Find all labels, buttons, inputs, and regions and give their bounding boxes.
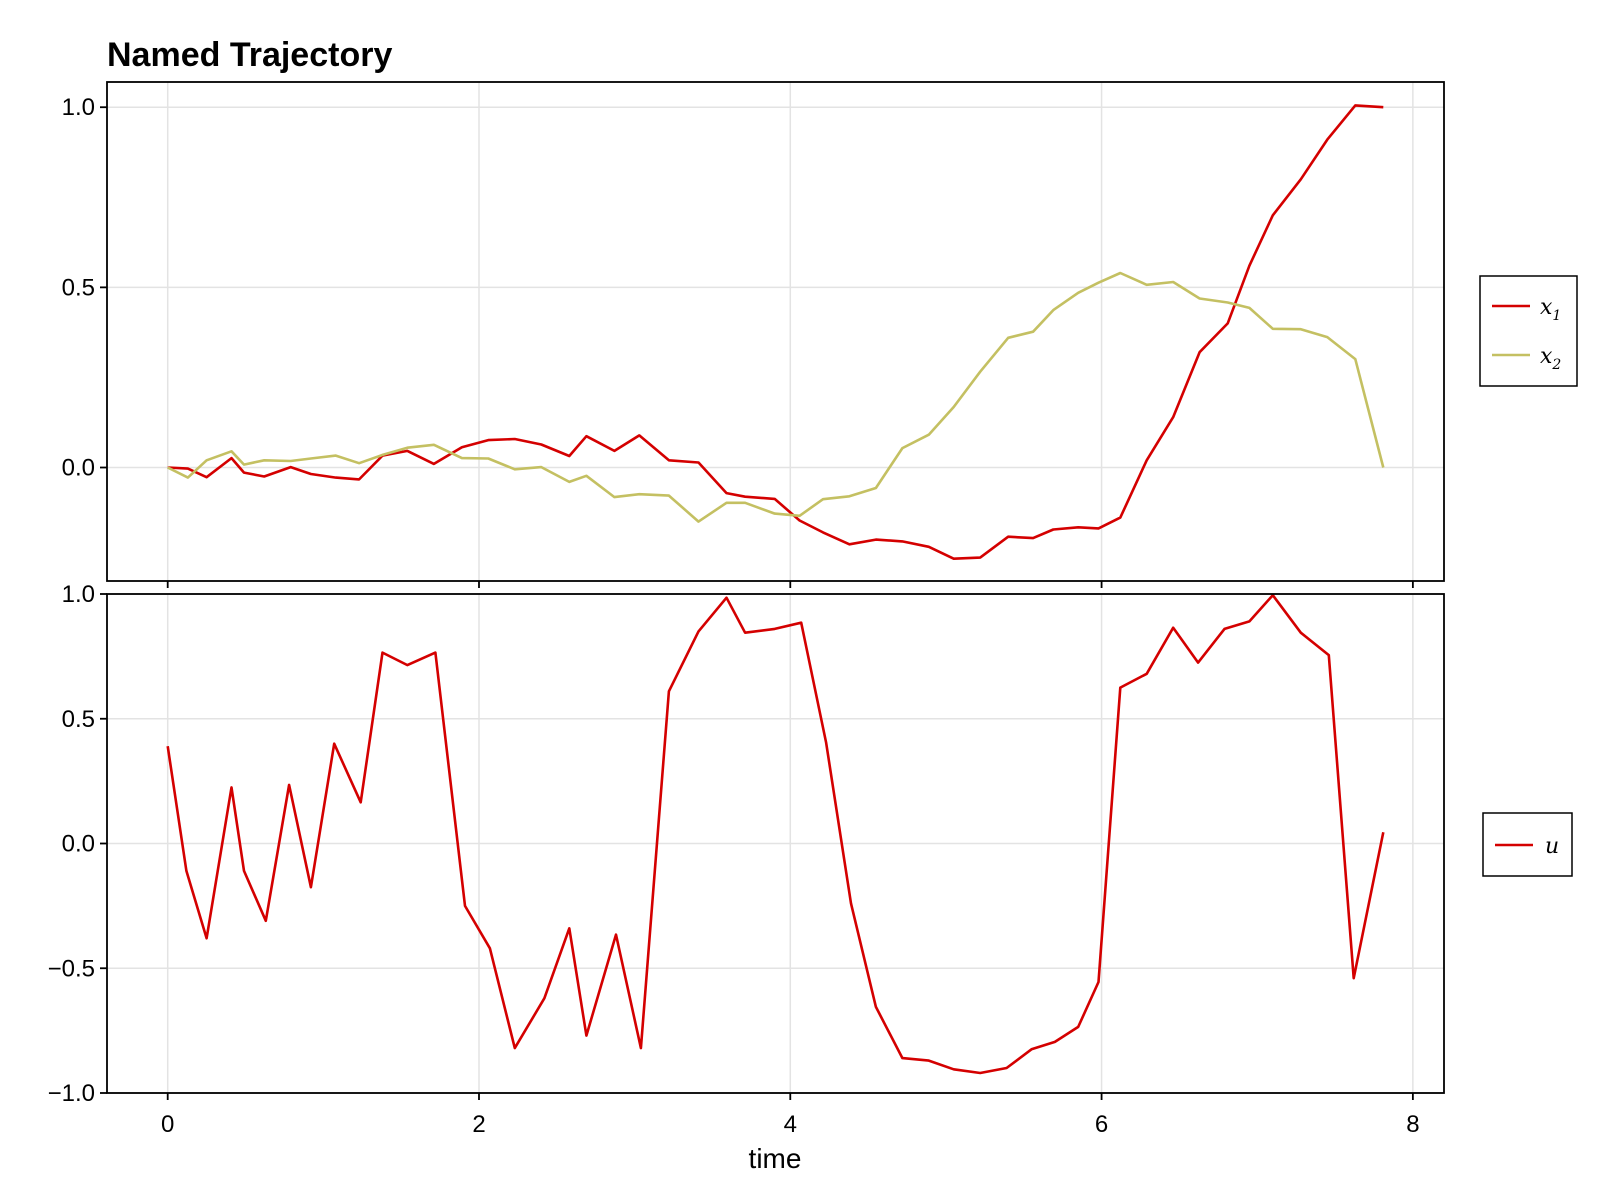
- x-tick-label: 6: [1095, 1111, 1108, 1138]
- y-tick-label: 1.0: [62, 94, 95, 121]
- top-legend: x1 x2: [1479, 275, 1578, 387]
- x-axis-label: time: [749, 1143, 802, 1174]
- y-tick-label: 0.5: [62, 274, 95, 301]
- bottom-y-ticks: −1.0 −0.5 0.0 0.5 1.0: [48, 581, 107, 1107]
- legend-label-x2: x2: [1540, 344, 1561, 373]
- bottom-series: [166, 593, 1385, 1075]
- chart-title: Named Trajectory: [107, 36, 392, 74]
- series-line-x2: [167, 271, 1385, 523]
- y-tick-label: 0.5: [62, 706, 95, 733]
- top-legend-box: [1479, 275, 1578, 387]
- bottom-x-ticks: 0 2 4 6 8: [161, 1093, 1420, 1138]
- bottom-legend: u: [1482, 812, 1573, 877]
- top-y-ticks: 0.0 0.5 1.0: [62, 94, 107, 482]
- legend-label-x1: x1: [1540, 295, 1561, 324]
- bottom-grid: [107, 593, 1444, 1094]
- x-tick-label: 2: [472, 1111, 485, 1138]
- y-tick-label: −0.5: [48, 955, 95, 982]
- x-tick-label: 4: [784, 1111, 797, 1138]
- legend-label-u: u: [1545, 834, 1559, 859]
- top-plot-frame: [106, 81, 1445, 582]
- series-line-x1: [167, 104, 1384, 561]
- x-tick-label: 8: [1406, 1111, 1419, 1138]
- y-tick-label: −1.0: [48, 1080, 95, 1107]
- bottom-panel: −1.0 −0.5 0.0 0.5 1.0 0 2 4 6 8: [48, 581, 1445, 1138]
- top-x-tick-marks: [166, 581, 1414, 588]
- x-tick-label: 0: [161, 1111, 174, 1138]
- top-panel: 0.0 0.5 1.0: [62, 81, 1445, 588]
- top-grid: [107, 82, 1444, 581]
- y-tick-label: 1.0: [62, 581, 95, 608]
- top-series: [167, 104, 1385, 561]
- y-tick-label: 0.0: [62, 455, 95, 482]
- series-line-u: [166, 593, 1385, 1075]
- y-tick-label: 0.0: [62, 831, 95, 858]
